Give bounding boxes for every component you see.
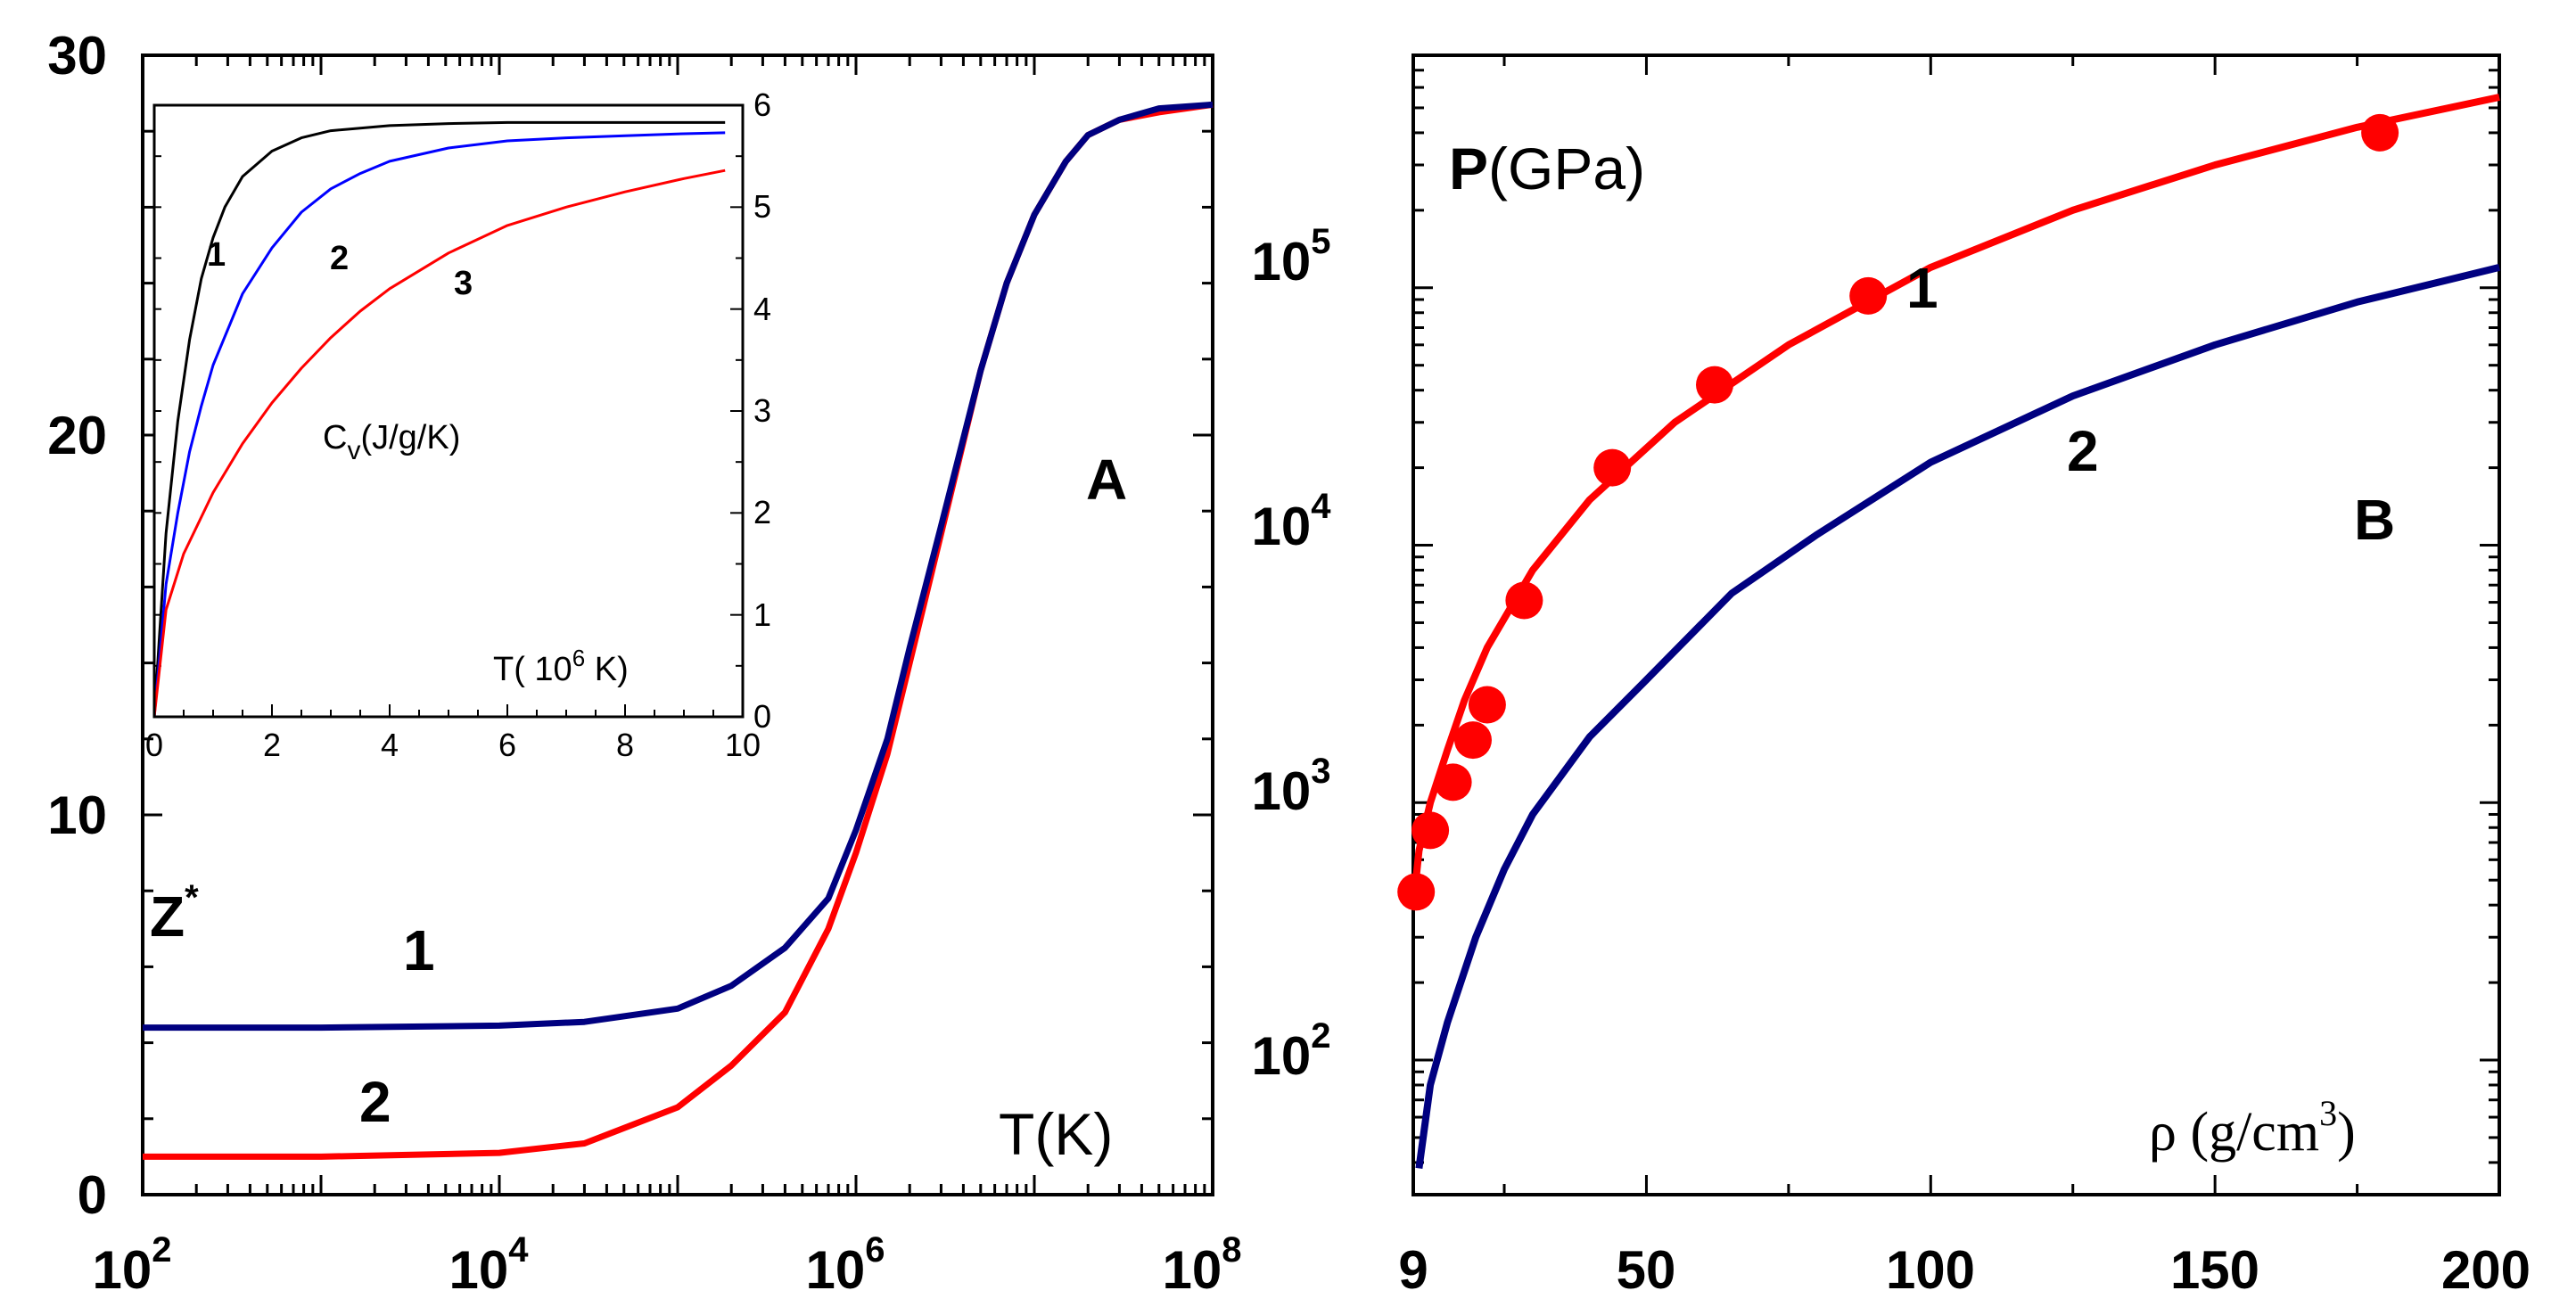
inset-series-1 xyxy=(152,120,726,718)
b-ytick-1e5: 105 xyxy=(1252,222,1331,292)
b-panel-label: B xyxy=(2354,488,2395,552)
inset-ytick-2: 2 xyxy=(753,494,771,530)
inset-ylabel: Cv(J/g/K) xyxy=(323,419,460,465)
b-xlabel: ρ (g/cm3) xyxy=(2149,1093,2356,1163)
inset-xtick-6: 6 xyxy=(498,727,516,763)
b-ytick-1e2: 102 xyxy=(1252,1016,1331,1086)
b-series-1-point xyxy=(1454,721,1492,760)
a-curve-label-1: 1 xyxy=(403,918,435,982)
b-curve-label-2: 2 xyxy=(2067,419,2099,483)
b-series-1-point xyxy=(1505,581,1543,620)
inset-ytick-6: 6 xyxy=(753,86,771,123)
a-ytick-20: 20 xyxy=(47,406,107,465)
b-xtick-200: 200 xyxy=(2441,1240,2531,1300)
inset-ytick-3: 3 xyxy=(753,392,771,429)
b-xtick-9: 9 xyxy=(1398,1240,1428,1300)
b-series-1-point xyxy=(1468,686,1506,724)
inset-xtick-10: 10 xyxy=(725,727,761,763)
b-ytick-1e3: 103 xyxy=(1252,752,1331,821)
a-ylabel: Z* xyxy=(150,878,199,949)
inset-background xyxy=(154,105,743,717)
panel-b-frame xyxy=(1411,53,2501,1196)
b-curve-label-1: 1 xyxy=(1906,256,1938,320)
inset-curve-label-3: 3 xyxy=(454,265,473,302)
inset-series-3 xyxy=(152,169,726,718)
inset-curve-label-1: 1 xyxy=(207,236,226,274)
inset-ytick-4: 4 xyxy=(753,291,771,327)
a-xtick-1e2: 102 xyxy=(93,1230,172,1300)
a-xlabel: T(K) xyxy=(999,1101,1113,1167)
a-series-1 xyxy=(143,101,1214,1032)
inset-xtick-4: 4 xyxy=(381,727,399,763)
b-series-1-point xyxy=(1696,366,1733,404)
b-xtick-150: 150 xyxy=(2170,1240,2259,1300)
inset-curve-label-2: 2 xyxy=(330,240,349,277)
inset-chart: 0 2 4 6 8 10 0 1 2 3 4 5 6 Cv(J/g/K) T( … xyxy=(145,86,771,763)
a-ytick-30: 30 xyxy=(47,26,107,86)
b-xtick-50: 50 xyxy=(1617,1240,1676,1300)
b-xtick-100: 100 xyxy=(1886,1240,1975,1300)
b-series-1-point xyxy=(1593,448,1632,487)
inset-ytick-5: 5 xyxy=(753,188,771,225)
b-ytick-1e4: 104 xyxy=(1252,487,1332,556)
inset-series-2 xyxy=(152,131,726,718)
inset-xtick-2: 2 xyxy=(263,727,281,763)
a-xtick-1e4: 104 xyxy=(449,1230,530,1300)
a-ytick-0: 0 xyxy=(78,1165,107,1225)
a-panel-label: A xyxy=(1086,448,1127,512)
b-series-1-point xyxy=(1434,763,1472,801)
inset-xtick-8: 8 xyxy=(616,727,634,763)
inset-ytick-0: 0 xyxy=(753,698,771,735)
b-series-1-point xyxy=(1849,276,1888,315)
panel-a: 0 10 20 30 102 104 106 108 T(K) Z* A 1 2… xyxy=(47,26,1241,1300)
b-series-2 xyxy=(1415,264,2500,1169)
inset-xlabel: T( 106 K) xyxy=(493,645,629,688)
b-series-1-point xyxy=(1397,873,1436,911)
inset-frame xyxy=(152,103,745,719)
a-xtick-1e8: 108 xyxy=(1163,1230,1242,1300)
b-series-1-point xyxy=(2361,113,2399,152)
b-ylabel: P(GPa) xyxy=(1449,136,1645,201)
a-ytick-10: 10 xyxy=(47,785,107,845)
inset-ytick-1: 1 xyxy=(753,596,771,633)
panel-b: 102 103 104 105 9 50 100 150 200 P(GPa) … xyxy=(1252,53,2531,1300)
b-series-1 xyxy=(1410,94,2500,906)
a-xtick-1e6: 106 xyxy=(806,1230,885,1300)
b-series-1-point xyxy=(1411,811,1450,850)
inset-xtick-0: 0 xyxy=(145,727,163,763)
a-curve-label-2: 2 xyxy=(359,1070,391,1134)
